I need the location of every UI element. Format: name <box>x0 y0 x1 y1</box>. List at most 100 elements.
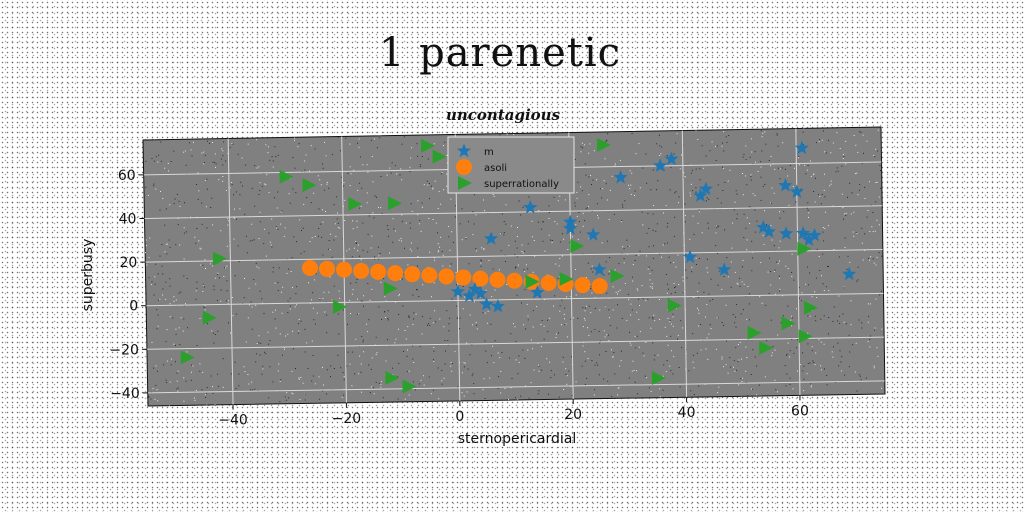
noise-dot <box>323 291 325 293</box>
noise-dot <box>673 356 675 358</box>
noise-dot <box>370 368 372 370</box>
noise-dot <box>380 383 382 385</box>
noise-dot <box>413 362 415 363</box>
noise-dot <box>508 398 509 400</box>
noise-dot <box>446 162 448 164</box>
noise-dot <box>376 196 377 198</box>
m-point <box>462 288 477 302</box>
noise-dot <box>696 352 698 354</box>
noise-dot <box>222 386 224 388</box>
noise-dot <box>548 205 550 207</box>
noise-dot <box>312 292 314 294</box>
noise-dot <box>148 396 150 398</box>
noise-dot <box>443 189 445 191</box>
noise-dot <box>472 408 473 409</box>
noise-dot <box>662 389 664 391</box>
noise-dot <box>294 167 296 169</box>
noise-dot <box>706 267 708 269</box>
noise-dot <box>188 216 190 218</box>
noise-dot <box>590 288 592 290</box>
noise-dot <box>343 379 345 381</box>
noise-dot <box>576 215 578 217</box>
noise-dot <box>681 347 683 349</box>
noise-dot <box>518 130 520 132</box>
noise-dot <box>166 329 168 331</box>
noise-dot <box>768 160 770 161</box>
noise-dot <box>833 249 835 250</box>
noise-dot <box>532 348 534 350</box>
noise-dot <box>183 258 185 260</box>
noise-dot <box>455 271 457 273</box>
noise-dot <box>301 408 302 409</box>
noise-dot <box>262 365 264 367</box>
m-point <box>778 178 793 192</box>
noise-dot <box>363 295 365 297</box>
noise-dot <box>669 189 671 191</box>
noise-dot <box>655 125 656 126</box>
noise-dot <box>222 150 224 152</box>
noise-dot <box>294 137 295 139</box>
noise-dot <box>814 364 816 366</box>
noise-dot <box>559 241 561 243</box>
noise-dot <box>770 271 771 272</box>
noise-dot <box>277 154 279 156</box>
noise-dot <box>736 193 738 195</box>
noise-dot <box>673 235 675 237</box>
noise-dot <box>318 208 320 210</box>
noise-dot <box>626 239 628 241</box>
noise-dot <box>802 131 804 133</box>
noise-dot <box>358 313 360 315</box>
noise-dot <box>838 365 840 367</box>
noise-dot <box>233 238 235 240</box>
noise-dot <box>156 309 158 311</box>
noise-dot <box>861 162 863 164</box>
noise-dot <box>751 388 752 390</box>
noise-dot <box>760 262 762 263</box>
noise-dot <box>472 373 474 375</box>
noise-dot <box>824 227 826 229</box>
noise-dot <box>745 159 747 161</box>
noise-dot <box>721 145 723 147</box>
noise-dot <box>636 288 638 290</box>
noise-dot <box>725 364 727 366</box>
noise-dot <box>839 322 841 324</box>
noise-dot <box>175 328 177 330</box>
noise-dot <box>779 178 781 180</box>
noise-dot <box>272 267 274 268</box>
noise-dot <box>301 230 302 231</box>
noise-dot <box>841 356 843 358</box>
noise-dot <box>605 261 607 263</box>
noise-dot <box>719 270 721 272</box>
noise-dot <box>290 271 292 272</box>
noise-dot <box>157 400 159 402</box>
noise-dot <box>202 264 204 266</box>
noise-dot <box>630 184 632 186</box>
noise-dot <box>355 282 357 284</box>
noise-dot <box>463 395 465 397</box>
noise-dot <box>160 160 162 162</box>
noise-dot <box>848 366 850 368</box>
noise-dot <box>141 367 142 368</box>
noise-dot <box>649 279 651 281</box>
noise-dot <box>844 213 846 215</box>
noise-dot <box>781 295 783 297</box>
noise-dot <box>360 259 362 261</box>
noise-dot <box>272 166 274 168</box>
noise-dot <box>783 210 785 212</box>
noise-dot <box>740 313 742 315</box>
noise-dot <box>434 180 436 182</box>
noise-dot <box>322 209 324 211</box>
noise-dot <box>837 320 839 322</box>
noise-dot <box>175 299 177 301</box>
noise-dot <box>310 145 312 147</box>
noise-dot <box>483 249 485 251</box>
noise-dot <box>203 151 205 153</box>
noise-dot <box>867 303 869 305</box>
noise-dot <box>756 220 758 222</box>
noise-dot <box>231 297 233 298</box>
noise-dot <box>259 190 261 192</box>
superrationally-point <box>202 310 217 325</box>
noise-dot <box>756 365 758 367</box>
noise-dot <box>226 290 228 292</box>
noise-dot <box>517 373 519 375</box>
